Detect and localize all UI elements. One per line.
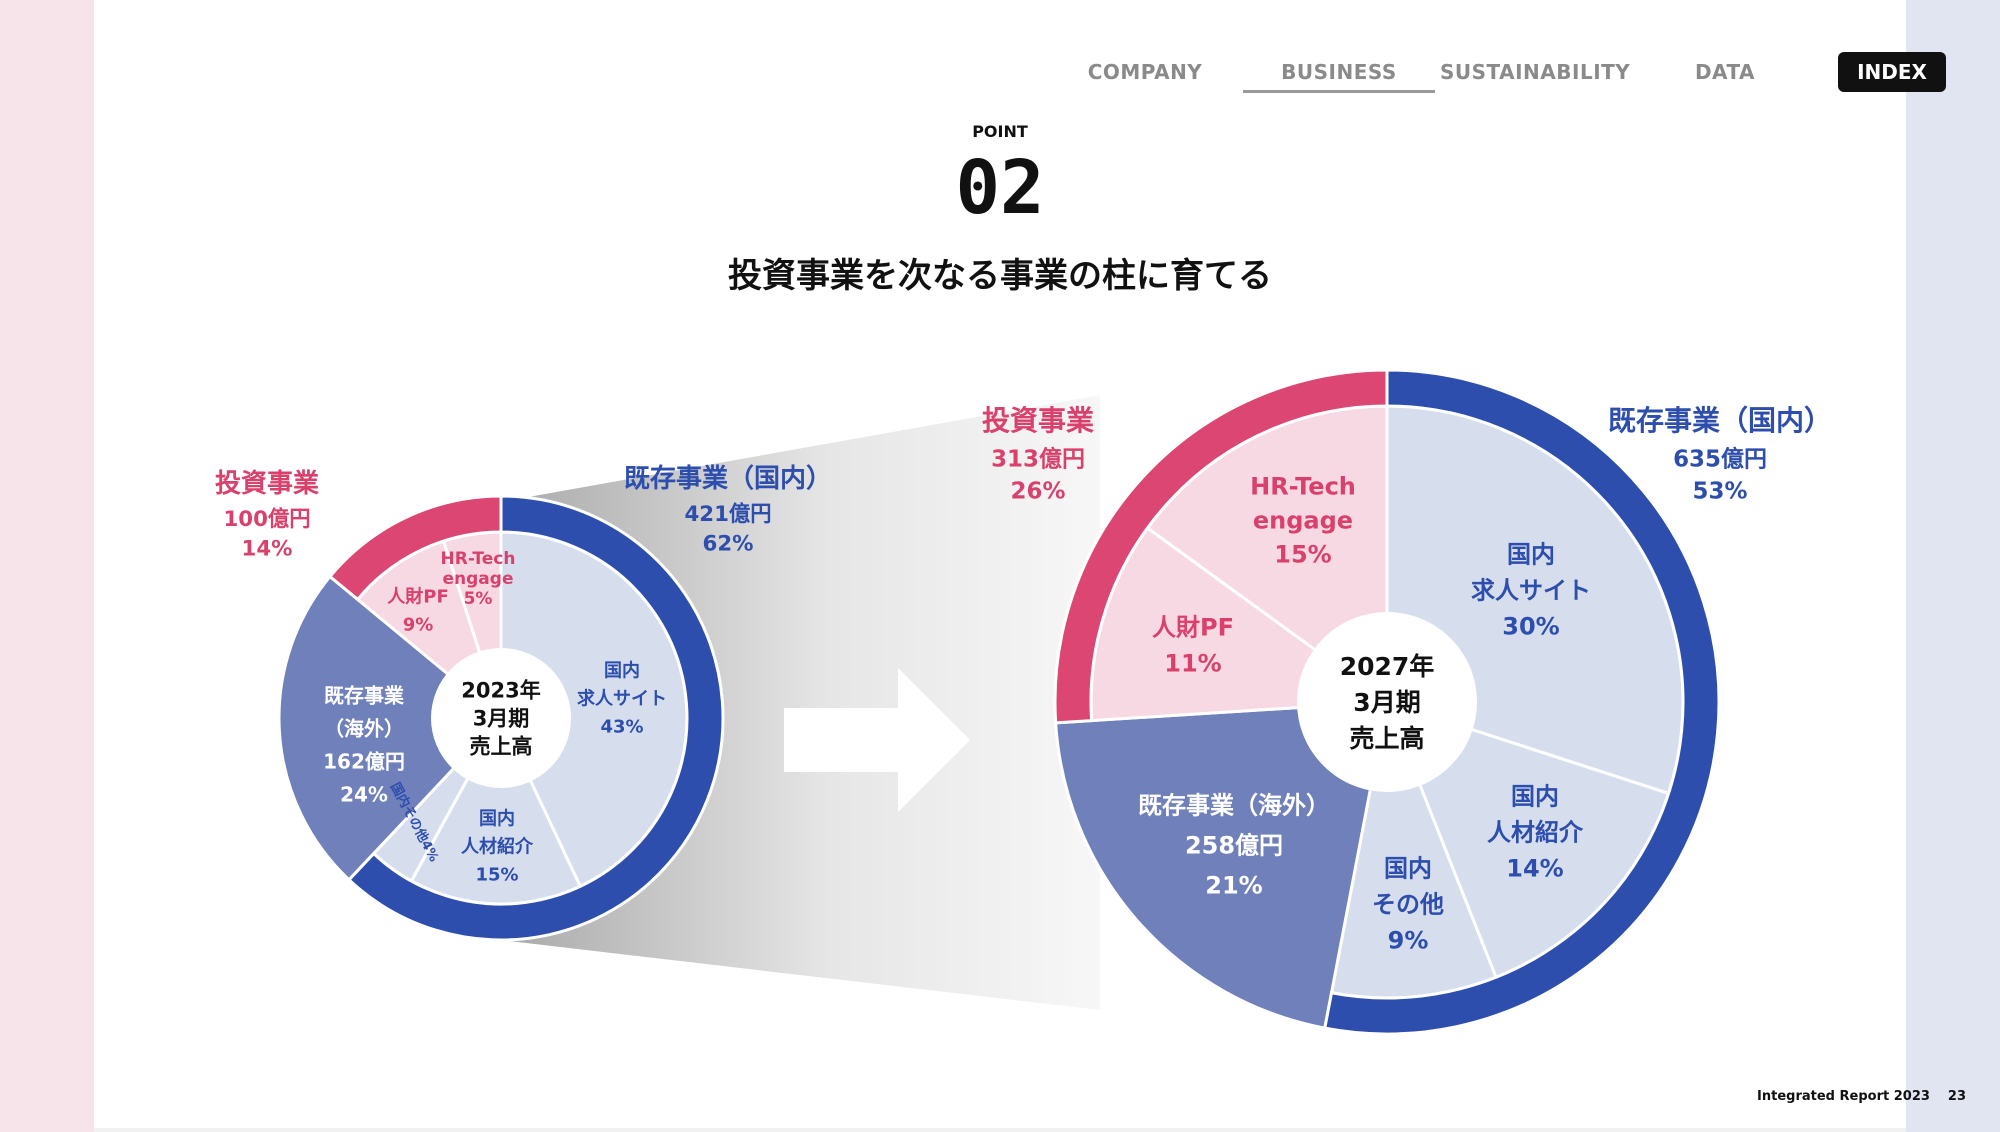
pie-slice-label: 既存事業（海外） 162億円 24% bbox=[323, 684, 405, 807]
nav-company[interactable]: COMPANY bbox=[1087, 60, 1203, 84]
group-percent-label: 53% bbox=[1693, 479, 1748, 505]
group-percent-label: 14% bbox=[241, 537, 292, 562]
left-margin-band bbox=[0, 0, 94, 1132]
pie-center-label: 2023年 3月期売上高 bbox=[461, 678, 540, 758]
pie-ring-arc bbox=[1053, 368, 1389, 725]
pie-slice-label: 国内人材紹介 15% bbox=[461, 807, 534, 885]
point-number: 02 bbox=[955, 145, 1045, 231]
pie-slice-label: 既存事業（海外） 258億円 21% bbox=[1138, 791, 1330, 899]
nav-data[interactable]: DATA bbox=[1694, 60, 1756, 84]
right-arrow-icon bbox=[784, 668, 970, 812]
group-percent-label: 62% bbox=[702, 532, 753, 557]
right-margin-band bbox=[1906, 0, 2000, 1132]
pie-slice-label: HR-Tech engage 5% bbox=[441, 549, 516, 609]
group-amount-label: 100億円 bbox=[223, 506, 310, 532]
footer: Integrated Report 2023 23 bbox=[1739, 1089, 1966, 1104]
pie-ring-arc bbox=[346, 494, 725, 942]
pie-slice-label: HR-Tech engage 15% bbox=[1250, 472, 1356, 568]
group-amount-label: 421億円 bbox=[684, 501, 771, 527]
pie-slice-label: 国内人材紹介 14% bbox=[1487, 782, 1584, 882]
pie-slice bbox=[1054, 700, 1389, 1030]
pie-ring-arc bbox=[1323, 368, 1721, 1036]
top-nav: COMPANY BUSINESS SUSTAINABILITY DATA bbox=[0, 50, 2000, 94]
nav-business[interactable]: BUSINESS bbox=[1281, 60, 1397, 84]
group-name-label: 既存事業（国内） bbox=[1608, 404, 1832, 437]
pie-slice-label: 人財PF 11% bbox=[1152, 613, 1234, 677]
nav-active-underline bbox=[1243, 90, 1435, 93]
pie-slice-label: 国内その他 9% bbox=[1372, 854, 1444, 954]
group-name-label: 既存事業（国内） bbox=[624, 464, 832, 494]
point-label: POINT bbox=[972, 122, 1028, 141]
group-percent-label: 26% bbox=[1011, 479, 1066, 505]
group-name-label: 投資事業 bbox=[982, 404, 1094, 437]
group-amount-label: 635億円 bbox=[1673, 446, 1767, 472]
footer-report: Integrated Report 2023 bbox=[1757, 1089, 1930, 1104]
index-button[interactable]: INDEX bbox=[1838, 52, 1946, 92]
group-name-label: 投資事業 bbox=[215, 469, 319, 499]
pie-slice-label: 国内求人サイト 30% bbox=[1471, 540, 1591, 640]
pie-slice-label: 国内求人サイト 43% bbox=[577, 659, 667, 737]
pie-slice-label: 人財PF 9% bbox=[387, 585, 449, 635]
group-amount-label: 313億円 bbox=[991, 446, 1085, 472]
bottom-divider bbox=[94, 1128, 1906, 1132]
pie-center bbox=[431, 648, 571, 788]
pie-center bbox=[1297, 612, 1477, 792]
pie-ring-arc bbox=[327, 494, 503, 602]
footer-page: 23 bbox=[1947, 1089, 1966, 1104]
page-headline: 投資事業を次なる事業の柱に育てる bbox=[728, 256, 1272, 296]
pie-slice bbox=[277, 574, 504, 882]
nav-sustainability[interactable]: SUSTAINABILITY bbox=[1440, 60, 1631, 84]
pie-center-label: 2027年 3月期売上高 bbox=[1340, 652, 1435, 753]
